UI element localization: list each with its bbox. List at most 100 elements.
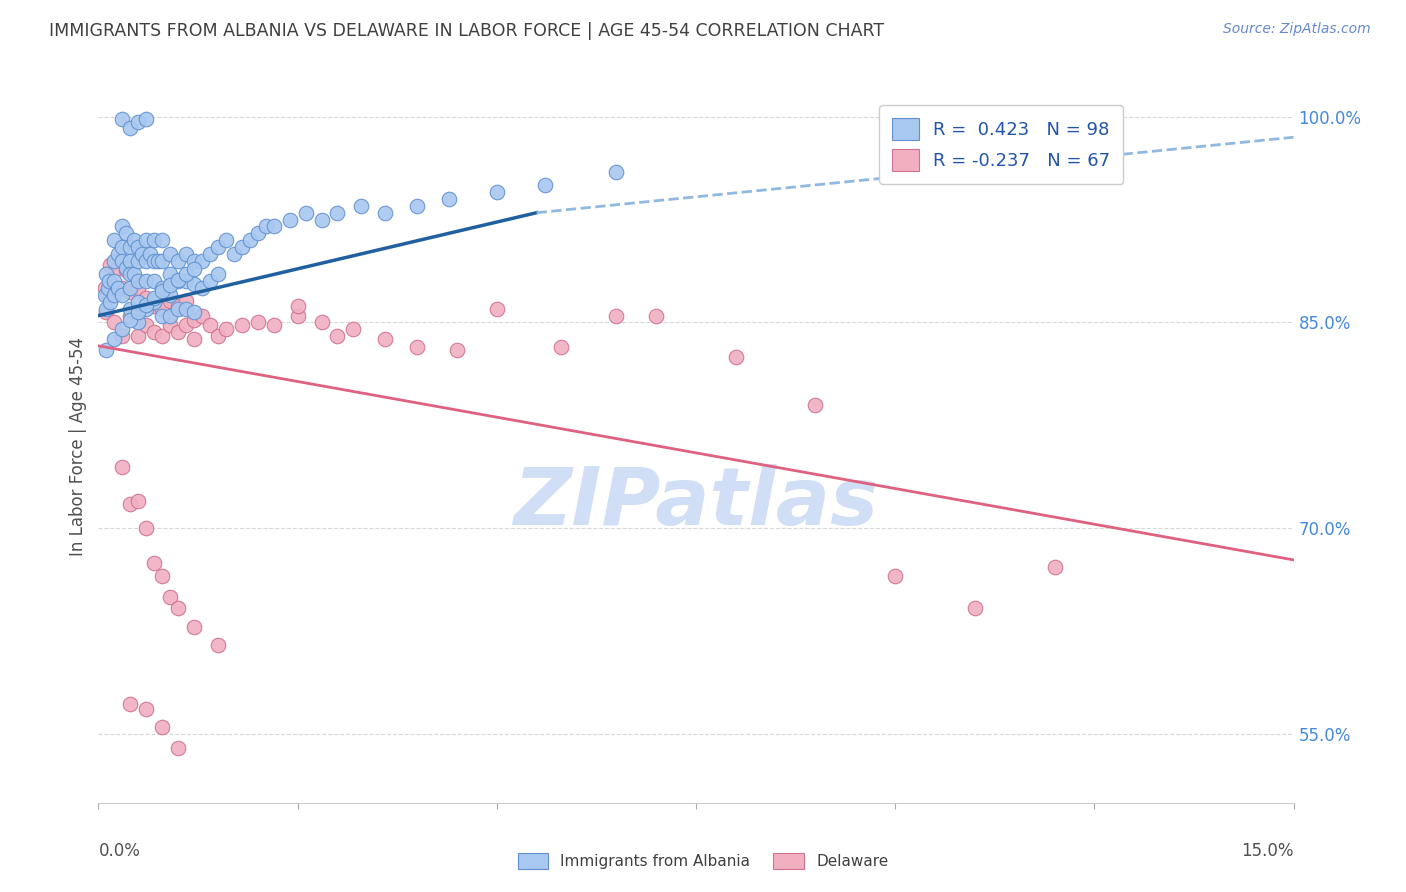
Point (605, 164, 627, 178)
Point (167, 301, 190, 316)
Point (350, 199, 373, 213)
Point (167, 274, 190, 288)
Legend: Immigrants from Albania, Delaware: Immigrants from Albania, Delaware (512, 847, 894, 875)
Point (239, 233, 262, 247)
Point (150, 281, 173, 295)
Point (103, 288, 125, 302)
Point (127, 240, 149, 254)
Point (724, 350, 747, 364)
Point (120, 240, 142, 254)
Point (94, 281, 117, 295)
Point (278, 212, 301, 227)
Text: IMMIGRANTS FROM ALBANIA VS DELAWARE IN LABOR FORCE | AGE 45-54 CORRELATION CHART: IMMIGRANTS FROM ALBANIA VS DELAWARE IN L… (49, 22, 884, 40)
Point (254, 219, 277, 234)
Point (406, 199, 429, 213)
Point (159, 309, 181, 323)
Point (97, 281, 120, 295)
Point (143, 253, 166, 268)
Point (263, 318, 285, 333)
Point (103, 332, 125, 346)
Point (120, 312, 142, 326)
Point (311, 212, 333, 227)
Point (124, 268, 146, 282)
Point (111, 112, 134, 127)
Point (174, 318, 197, 333)
Point (804, 398, 827, 412)
Point (326, 329, 349, 343)
Point (287, 299, 309, 313)
Point (120, 253, 142, 268)
Point (159, 590, 181, 604)
Point (135, 298, 157, 312)
Point (159, 247, 181, 261)
Point (150, 569, 173, 583)
Point (1043, 559, 1066, 574)
Point (96, 301, 118, 316)
Point (127, 329, 149, 343)
Point (139, 247, 162, 261)
Point (120, 497, 142, 511)
Point (167, 601, 190, 615)
Point (550, 340, 572, 354)
Point (167, 253, 190, 268)
Point (485, 301, 508, 316)
Point (150, 233, 173, 247)
Point (135, 301, 157, 316)
Point (207, 329, 229, 343)
Point (326, 205, 349, 219)
Point (605, 309, 627, 323)
Point (111, 253, 134, 268)
Point (124, 233, 146, 247)
Point (127, 294, 149, 309)
Point (127, 304, 149, 318)
Point (645, 309, 668, 323)
Point (287, 309, 309, 323)
Point (120, 268, 142, 282)
Point (120, 309, 142, 323)
Point (174, 274, 197, 288)
Point (131, 247, 153, 261)
Point (207, 240, 229, 254)
Point (231, 240, 253, 254)
Point (183, 253, 205, 268)
Point (127, 115, 149, 129)
Point (120, 285, 142, 300)
Point (143, 325, 166, 339)
Point (231, 318, 253, 333)
Point (96, 268, 118, 282)
Point (150, 301, 173, 316)
Point (111, 459, 134, 474)
Point (103, 288, 125, 302)
Point (183, 312, 205, 326)
Point (294, 205, 316, 219)
Point (115, 260, 138, 275)
Point (107, 260, 129, 275)
Point (94, 288, 117, 302)
Point (135, 233, 157, 247)
Point (135, 521, 157, 535)
Point (263, 219, 285, 234)
Point (143, 294, 166, 309)
Point (115, 227, 138, 241)
Point (183, 620, 205, 634)
Point (159, 288, 181, 302)
Point (111, 322, 134, 336)
Point (107, 281, 129, 295)
Point (103, 233, 125, 247)
Point (103, 253, 125, 268)
Point (198, 274, 221, 288)
Point (150, 284, 173, 298)
Point (167, 325, 190, 339)
Point (127, 316, 149, 330)
Point (215, 233, 238, 247)
Point (374, 332, 396, 346)
Point (143, 556, 166, 570)
Point (167, 740, 190, 755)
Point (111, 288, 134, 302)
Point (174, 293, 197, 308)
Point (437, 192, 460, 206)
Point (120, 697, 142, 711)
Point (159, 268, 181, 282)
Point (143, 291, 166, 305)
Point (150, 309, 173, 323)
